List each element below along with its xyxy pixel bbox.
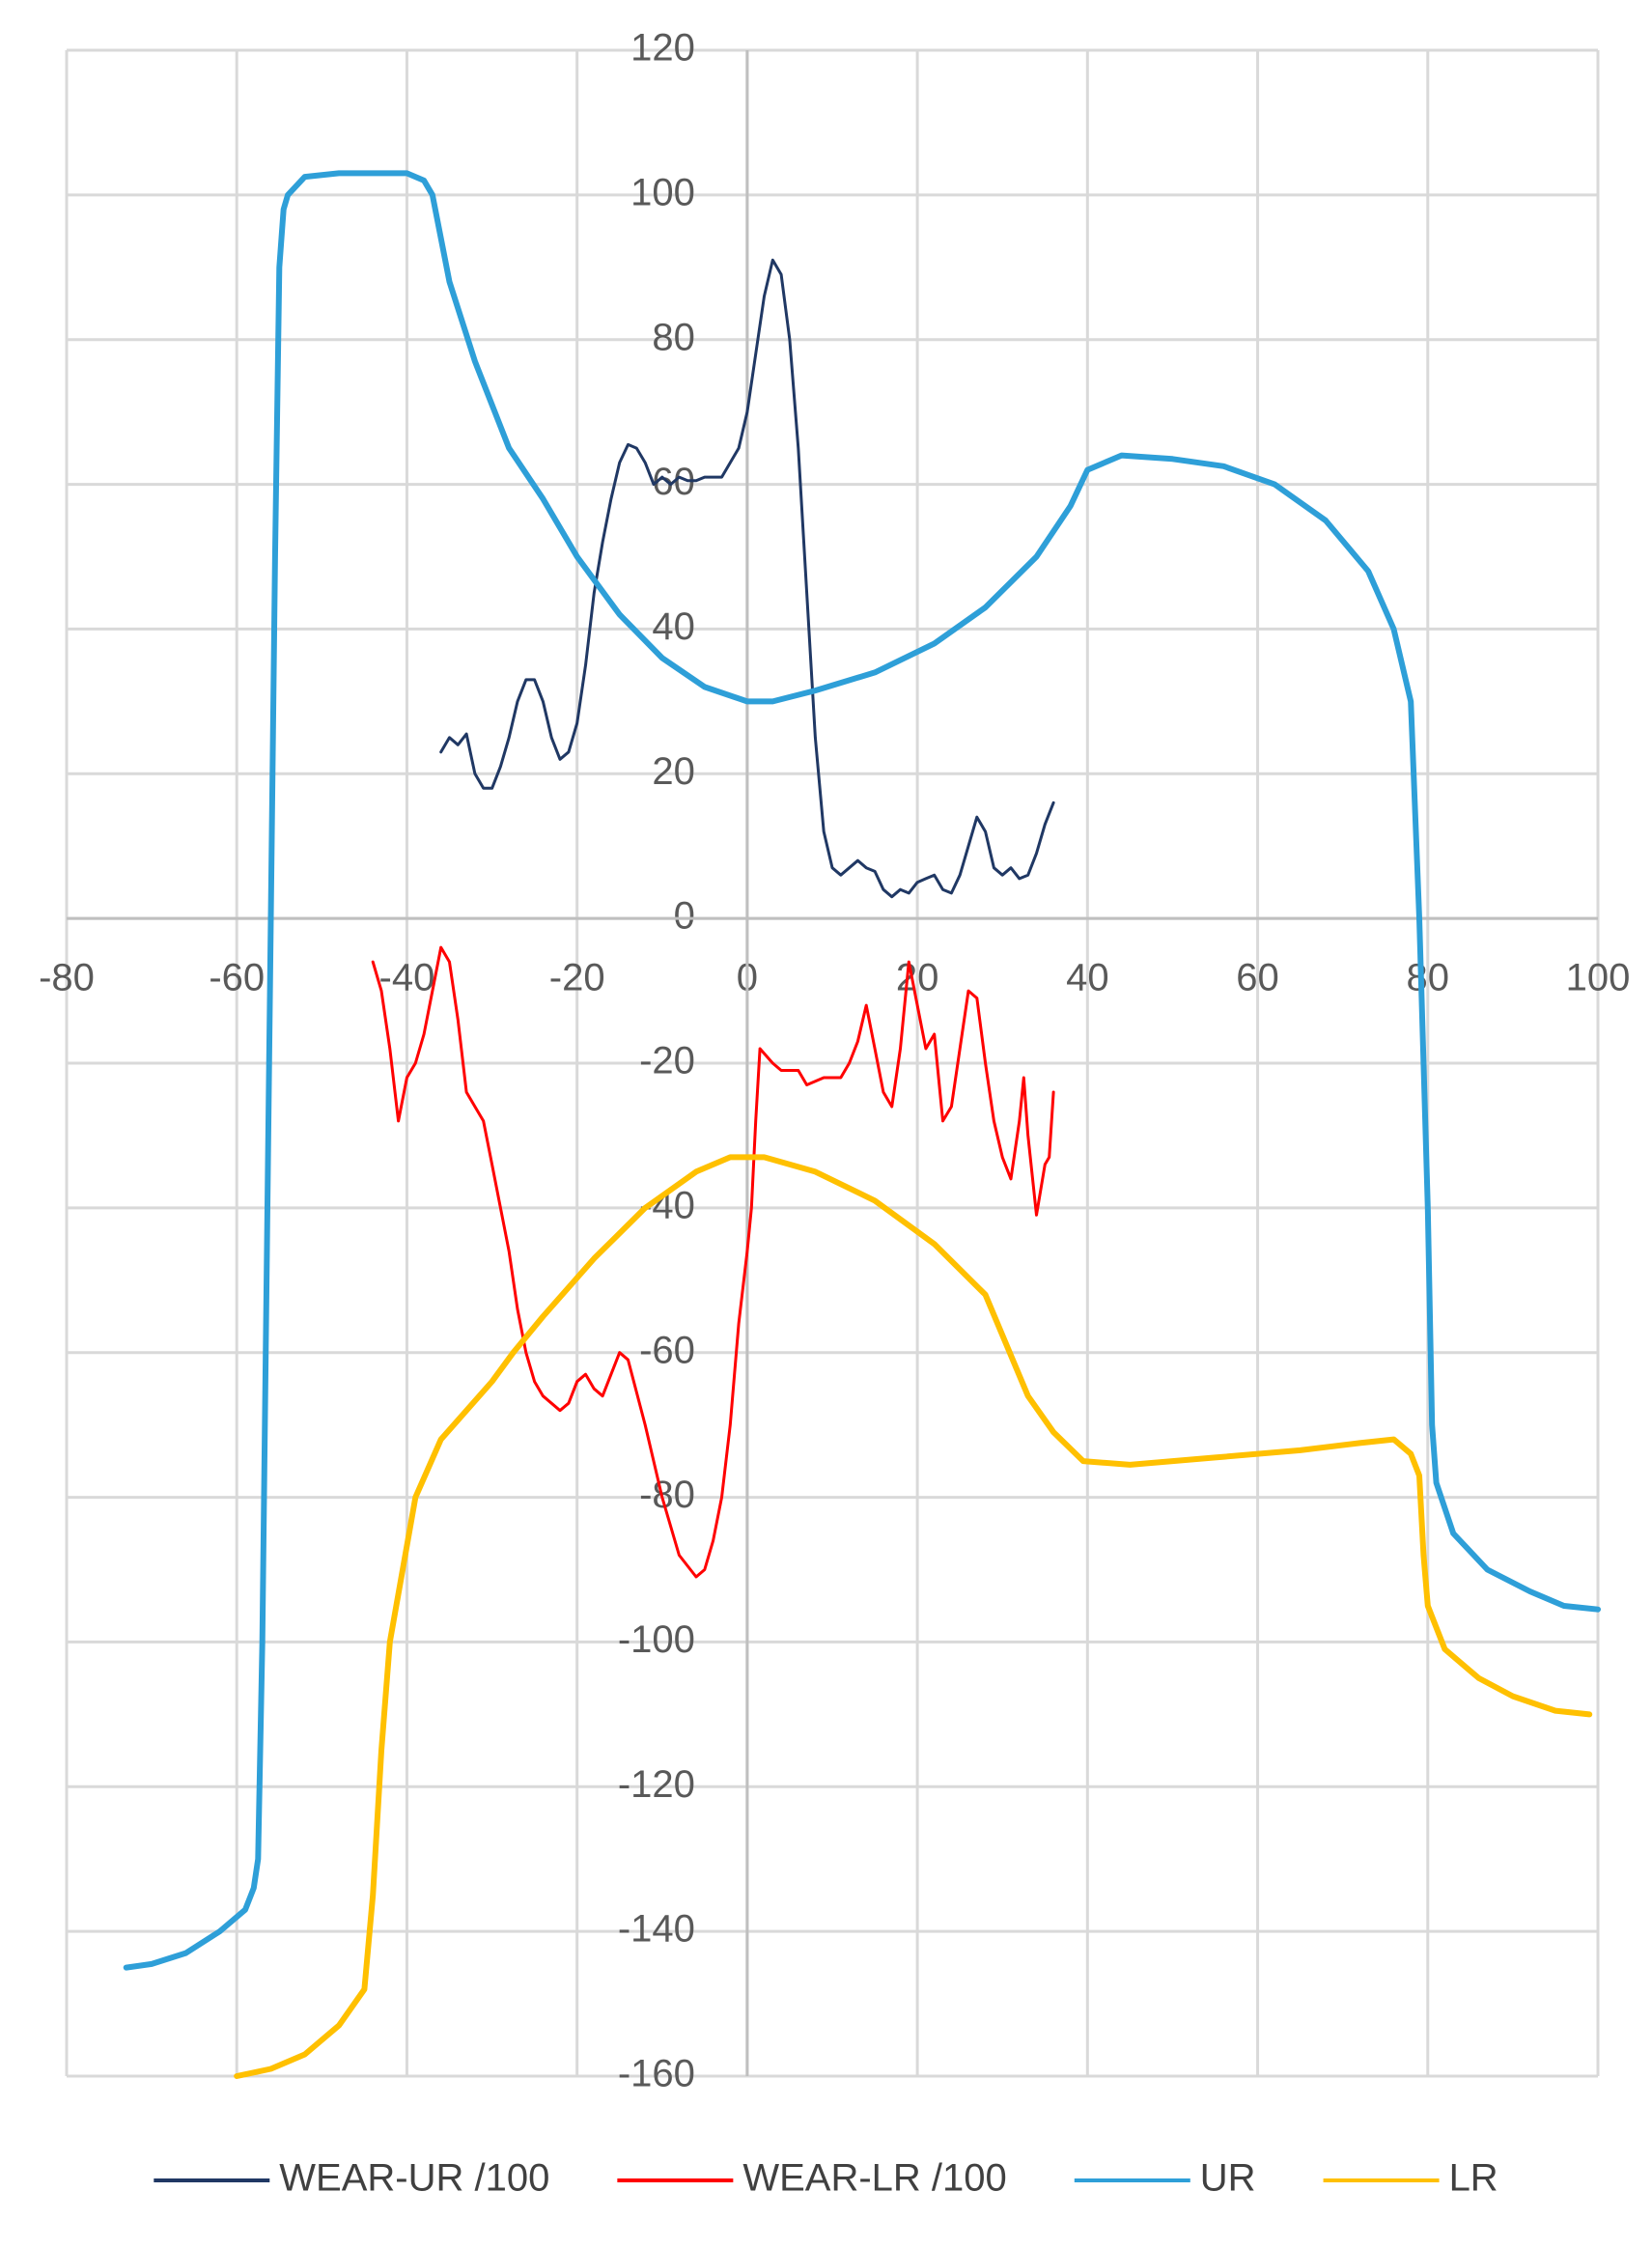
y-tick-label: 20	[652, 750, 695, 793]
y-tick-label: -120	[618, 1763, 695, 1806]
x-tick-label: -60	[209, 957, 265, 999]
legend-label: LR	[1449, 2157, 1498, 2200]
tick-labels: -80 -60 -40 -20 0 20 40 60 80 100 -160 -140 -120 -100…	[39, 27, 1630, 2095]
x-tick-label: 20	[896, 957, 939, 999]
grid	[65, 48, 1600, 2078]
y-tick-label: 80	[652, 316, 695, 358]
x-tick-label: 60	[1236, 957, 1279, 999]
y-tick-label: -140	[618, 1908, 695, 1951]
legend-label: WEAR-LR /100	[742, 2157, 1006, 2200]
legend: WEAR-UR /100 WEAR-LR /100 UR LR	[154, 2157, 1498, 2200]
y-tick-label: 40	[652, 605, 695, 648]
series-line	[439, 258, 1055, 899]
x-tick-label: -20	[549, 957, 605, 999]
y-tick-label: -80	[639, 1474, 695, 1516]
legend-label: UR	[1200, 2157, 1256, 2200]
series-line	[371, 945, 1055, 1579]
y-tick-label: 0	[674, 895, 695, 938]
x-tick-label: 80	[1407, 957, 1450, 999]
y-tick-label: 100	[630, 171, 695, 213]
y-tick-label: -100	[618, 1618, 695, 1661]
series-line	[123, 170, 1601, 1971]
x-tick-label: 100	[1566, 957, 1631, 999]
y-tick-label: -160	[618, 2053, 695, 2095]
series-line	[234, 1154, 1593, 2079]
x-tick-label: -80	[39, 957, 95, 999]
legend-label: WEAR-UR /100	[279, 2157, 549, 2200]
x-tick-label: 40	[1066, 957, 1109, 999]
y-tick-label: -20	[639, 1040, 695, 1082]
y-tick-label: -60	[639, 1329, 695, 1371]
y-tick-label: 120	[630, 27, 695, 70]
x-tick-label: -40	[379, 957, 435, 999]
